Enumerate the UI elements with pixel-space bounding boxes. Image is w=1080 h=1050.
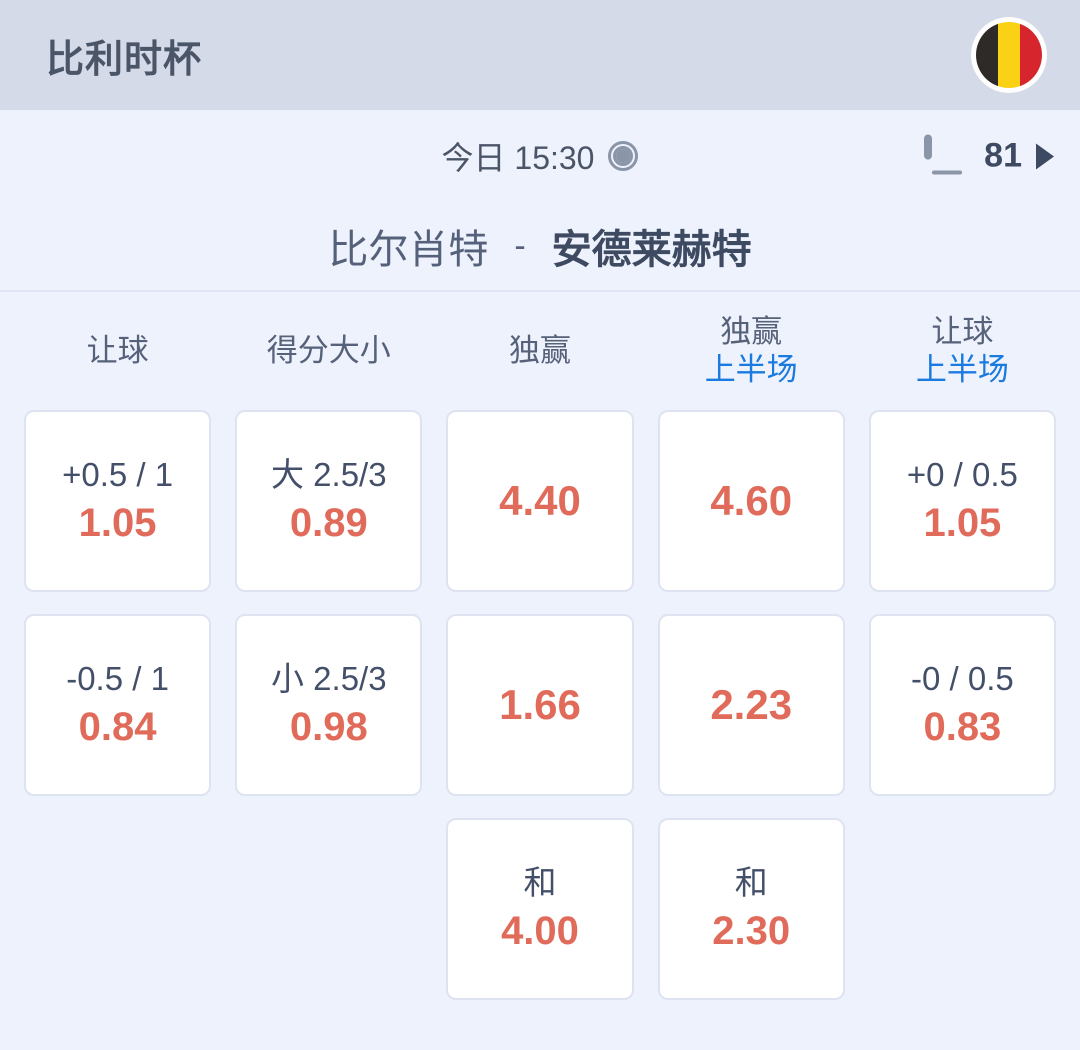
odds-label: 和 [734,864,768,902]
odds-price: 4.40 [499,476,581,524]
odds-row: +0.5 / 1 1.05 大 2.5/3 0.89 4.40 4.60 +0 … [24,410,1056,592]
odds-price: 1.66 [499,680,581,728]
odds-row: 和 4.00 和 2.30 [24,818,1056,1000]
odds-cell[interactable]: 4.60 [657,410,845,592]
odds-cell[interactable]: 4.40 [446,410,634,592]
odds-cell[interactable]: 小 2.5/3 0.98 [235,614,423,796]
odds-cell-placeholder [869,818,1056,1000]
home-team-name: 比尔肖特 [328,228,489,272]
team-separator: - [514,226,526,265]
odds-price: 0.89 [289,500,368,545]
odds-price: 0.83 [923,704,1002,749]
odds-cell[interactable]: 和 4.00 [446,818,634,1000]
odds-cell[interactable]: +0 / 0.5 1.05 [868,410,1056,592]
odds-label: 和 [523,864,557,902]
market-header-line1: 独赢 [508,333,571,369]
odds-cell[interactable]: 和 2.30 [657,818,845,1000]
tv-icon [924,134,970,174]
markets-grid: 让球 得分大小 独赢 独赢 上半场 让球 上半场 +0.5 / 1 1.05 大… [0,292,1080,1000]
odds-cell[interactable]: -0 / 0.5 0.83 [868,614,1056,796]
market-header-total: 得分大小 [235,332,422,370]
market-header-line1: 独赢 [720,314,783,350]
market-header-line2: 上半场 [704,352,798,387]
market-header-handicap-first-half: 让球 上半场 [869,313,1056,389]
odds-price: 0.84 [78,704,157,749]
odds-price: 2.23 [710,680,793,728]
chevron-right-icon[interactable] [1036,143,1054,169]
market-header-1x2: 独赢 [446,332,633,370]
odds-label: 小 2.5/3 [271,660,387,698]
market-header-line1: 得分大小 [266,333,391,369]
match-datetime-group: 今日 15:30 [442,133,639,179]
market-header-handicap: 让球 [24,332,211,370]
odds-price: 1.05 [923,500,1002,545]
market-header-1x2-first-half: 独赢 上半场 [658,313,845,389]
odds-cell[interactable]: -0.5 / 1 0.84 [24,614,212,796]
app-header: 比利时杯 [0,0,1080,110]
odds-price: 1.05 [78,500,157,545]
odds-price: 0.98 [289,704,368,749]
odds-cell[interactable]: 2.23 [657,614,845,796]
odds-label: +0.5 / 1 [62,456,174,494]
odds-cell-placeholder [24,818,211,1000]
odds-label: +0 / 0.5 [906,456,1018,494]
odds-label: -0 / 0.5 [911,660,1014,698]
odds-label: 大 2.5/3 [271,456,387,494]
bullseye-icon [608,141,639,171]
odds-price: 4.60 [710,476,793,524]
belgium-flag-icon [972,18,1046,92]
odds-cell[interactable]: 大 2.5/3 0.89 [235,410,423,592]
odds-cell-placeholder [235,818,422,1000]
odds-label: -0.5 / 1 [66,660,169,698]
away-team-name: 安德莱赫特 [551,228,752,272]
market-header-line1: 让球 [86,333,149,369]
odds-cell[interactable]: +0.5 / 1 1.05 [24,410,212,592]
odds-row: -0.5 / 1 0.84 小 2.5/3 0.98 1.66 2.23 -0 … [24,614,1056,796]
match-meta-row: 今日 15:30 81 [0,110,1080,202]
market-header-line1: 让球 [931,314,994,350]
tv-channel-group[interactable]: 81 [924,134,1054,176]
odds-price: 2.30 [712,908,791,953]
market-header-line2: 上半场 [915,352,1009,387]
market-headers-row: 让球 得分大小 独赢 独赢 上半场 让球 上半场 [24,292,1056,410]
odds-price: 4.00 [501,908,579,953]
match-datetime: 今日 15:30 [441,140,595,176]
tv-channel-count: 81 [984,136,1022,175]
match-teams[interactable]: 比尔肖特 - 安德莱赫特 [0,202,1080,292]
odds-cell[interactable]: 1.66 [446,614,634,796]
page-title: 比利时杯 [46,38,203,81]
